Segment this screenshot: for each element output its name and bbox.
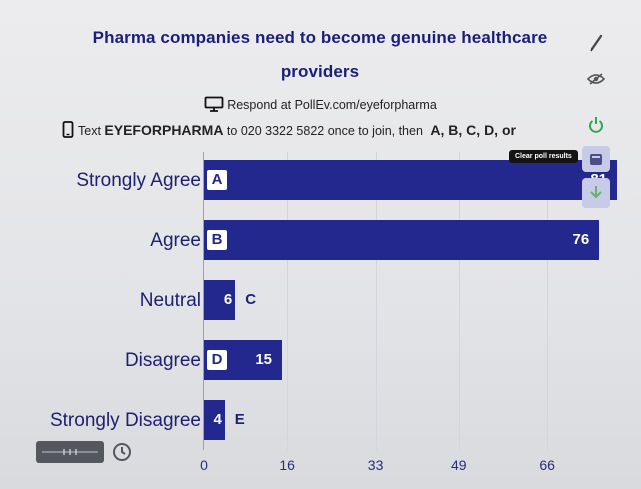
bar-value-label: 4	[213, 411, 222, 428]
download-button[interactable]	[582, 178, 610, 208]
y-axis-line	[203, 152, 204, 450]
pencil-icon	[590, 34, 603, 52]
slider-icon	[42, 449, 98, 455]
pencil-tool-button[interactable]	[582, 30, 610, 56]
poll-title-line1: Pharma companies need to become genuine …	[92, 28, 548, 47]
gridline	[287, 152, 289, 450]
activate-poll-button[interactable]	[582, 111, 610, 137]
x-tick-label: 33	[367, 457, 384, 473]
text-middle: to 020 3322 5822 once to join, then	[226, 124, 423, 138]
category-label: Neutral	[139, 290, 201, 311]
timer-icon[interactable]	[112, 442, 132, 462]
download-icon	[590, 186, 602, 199]
gridline	[375, 152, 377, 450]
category-label: Disagree	[124, 350, 201, 371]
category-label: Strongly Agree	[76, 170, 201, 191]
option-letter: A	[207, 170, 227, 190]
media-control-bar[interactable]	[36, 441, 104, 463]
x-tick-label: 16	[279, 457, 295, 473]
option-letter: B	[207, 230, 227, 250]
poll-title-line2: providers	[280, 62, 360, 81]
respond-text: Respond at PollEv.com/eyeforpharma	[227, 98, 437, 112]
text-instruction: Text EYEFORPHARMA to 020 3322 5822 once …	[62, 121, 516, 138]
option-letter: E	[234, 411, 245, 428]
gridline	[458, 152, 460, 450]
gridline	[547, 152, 549, 450]
bar	[204, 400, 225, 440]
bar	[204, 280, 236, 320]
option-letter: C	[245, 291, 257, 308]
clear-results-button[interactable]	[582, 146, 610, 172]
text-keyword: EYEFORPHARMA	[104, 122, 224, 138]
option-letter: D	[207, 350, 227, 370]
text-options: A, B, C, D, or	[430, 122, 516, 138]
monitor-icon	[204, 96, 224, 112]
power-icon	[589, 117, 603, 133]
hide-icon	[587, 73, 605, 85]
respond-instruction: Respond at PollEv.com/eyeforpharma	[0, 96, 641, 112]
x-tick-label: 66	[539, 457, 555, 473]
bar	[204, 220, 600, 260]
x-tick-label: 49	[451, 457, 467, 473]
clear-icon	[590, 154, 602, 165]
hide-responses-button[interactable]	[582, 66, 610, 92]
category-label: Strongly Disagree	[49, 410, 201, 431]
text-prefix: Text	[78, 124, 101, 138]
bar-value-label: 6	[223, 291, 233, 308]
phone-icon	[62, 121, 74, 138]
bar-value-label: 76	[572, 231, 590, 248]
bar	[204, 160, 617, 200]
bar-value-label: 15	[255, 351, 272, 368]
x-tick-label: 0	[200, 457, 208, 473]
category-label: Agree	[150, 230, 201, 251]
clear-poll-tooltip: Clear poll results	[509, 150, 578, 163]
